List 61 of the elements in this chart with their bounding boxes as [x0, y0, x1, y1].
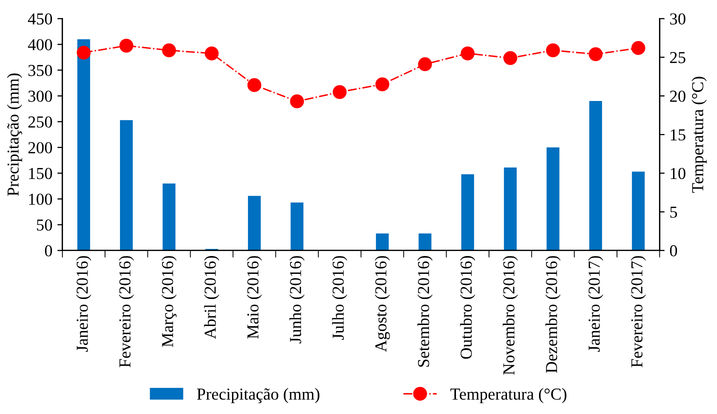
y2-axis-title: Temperatura (°C) — [692, 76, 707, 193]
x-tick-label: Julho (2016) — [332, 256, 348, 340]
y-tick-label: 200 — [28, 142, 52, 154]
y2-tick-label: 25 — [670, 52, 686, 64]
point — [76, 46, 91, 60]
x-tick-label: Novembro (2016) — [502, 256, 518, 375]
y-tick-label: 300 — [28, 90, 52, 102]
bar — [162, 183, 176, 250]
x-tick-label: Janeiro (2016) — [76, 256, 92, 352]
bar — [589, 101, 602, 250]
x-tick-label: Dezembro (2016) — [545, 256, 561, 373]
point — [546, 43, 560, 58]
y-tick-label: 100 — [29, 194, 52, 205]
point — [290, 94, 304, 108]
y-axis-title: Precipitação (mm) — [6, 74, 22, 196]
bar — [418, 233, 432, 250]
x-tick-label: Maio (2016) — [246, 256, 262, 339]
legend-label: Precipitação (mm) — [197, 388, 320, 404]
y-tick-label: 450 — [28, 13, 52, 25]
bar — [632, 172, 645, 250]
bar — [248, 196, 261, 250]
bar — [376, 233, 389, 250]
x-tick-label: Fevereiro (2017) — [630, 256, 646, 368]
bar — [546, 147, 560, 250]
y-tick-label: 250 — [28, 116, 52, 128]
x-tick-label: Março (2016) — [161, 256, 177, 347]
point — [162, 43, 176, 58]
x-tick-label: Setembro (2016) — [417, 256, 433, 367]
y2-tick-label: 30 — [670, 13, 686, 25]
point — [332, 85, 347, 99]
y-tick-label: 50 — [36, 219, 52, 231]
x-tick-label: Agosto (2016) — [374, 256, 390, 352]
x-tick-label: Junho (2016) — [289, 256, 305, 344]
point — [247, 78, 262, 92]
y-tick-label: 400 — [28, 39, 52, 50]
bar — [290, 202, 304, 250]
y-tick-label: 150 — [29, 168, 52, 180]
y2-tick-label: 10 — [670, 168, 686, 180]
bar — [461, 174, 474, 250]
point — [418, 57, 432, 72]
bar — [77, 39, 90, 250]
legend-label: Temperatura (°C) — [450, 388, 566, 404]
bar — [504, 168, 517, 250]
x-tick-label: Fevereiro (2016) — [118, 256, 134, 368]
x-tick-label: Outubro (2016) — [460, 256, 476, 359]
x-tick-label: Abril (2016) — [204, 256, 220, 339]
x-tick-label: Janeiro (2017) — [588, 256, 604, 352]
point — [460, 46, 475, 60]
point — [631, 41, 646, 55]
point — [204, 46, 219, 60]
y-tick-label: 350 — [28, 64, 52, 76]
point — [588, 47, 603, 62]
y2-tick-label: 15 — [670, 129, 686, 140]
point — [375, 77, 390, 92]
y-tick-label: 0 — [44, 245, 52, 256]
point — [119, 38, 134, 53]
y2-tick-label: 20 — [670, 90, 686, 102]
bar — [120, 120, 133, 250]
point — [503, 51, 518, 65]
y2-tick-label: 5 — [670, 206, 678, 218]
y2-tick-label: 0 — [670, 245, 678, 256]
